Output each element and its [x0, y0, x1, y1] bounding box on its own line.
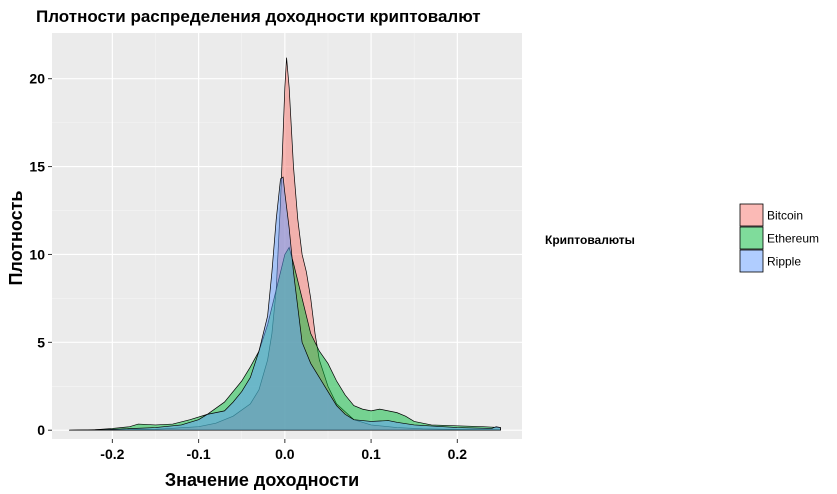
- x-tick-label: -0.1: [187, 446, 211, 462]
- y-axis: 0 5 10 15 20: [29, 71, 52, 438]
- x-tick-label: 0.0: [275, 446, 295, 462]
- legend: Криптовалюты Bitcoin Ethereum Ripple: [545, 203, 819, 273]
- y-tick-label: 0: [37, 422, 45, 438]
- x-tick-label: -0.2: [100, 446, 124, 462]
- y-tick-label: 15: [29, 159, 45, 175]
- x-axis: -0.2 -0.1 0.0 0.1 0.2: [100, 439, 467, 462]
- legend-label-ripple: Ripple: [767, 255, 801, 269]
- y-tick-label: 20: [29, 71, 45, 87]
- x-tick-label: 0.1: [361, 446, 381, 462]
- legend-key-ripple: [739, 249, 764, 273]
- density-area-ripple: [69, 176, 501, 431]
- legend-title: Криптовалюты: [545, 233, 635, 247]
- chart-title: Плотности распределения доходности крипт…: [36, 7, 481, 26]
- legend-label-ethereum: Ethereum: [767, 232, 819, 246]
- x-axis-title: Значение доходности: [165, 470, 359, 490]
- y-axis-title: Плотность: [6, 190, 26, 285]
- x-tick-label: 0.2: [448, 446, 468, 462]
- legend-key-ethereum: [739, 226, 764, 250]
- density-areas: [69, 57, 501, 431]
- y-tick-label: 5: [37, 334, 45, 350]
- legend-label-bitcoin: Bitcoin: [767, 209, 803, 223]
- legend-key-bitcoin: [739, 203, 764, 227]
- y-tick-label: 10: [29, 246, 45, 262]
